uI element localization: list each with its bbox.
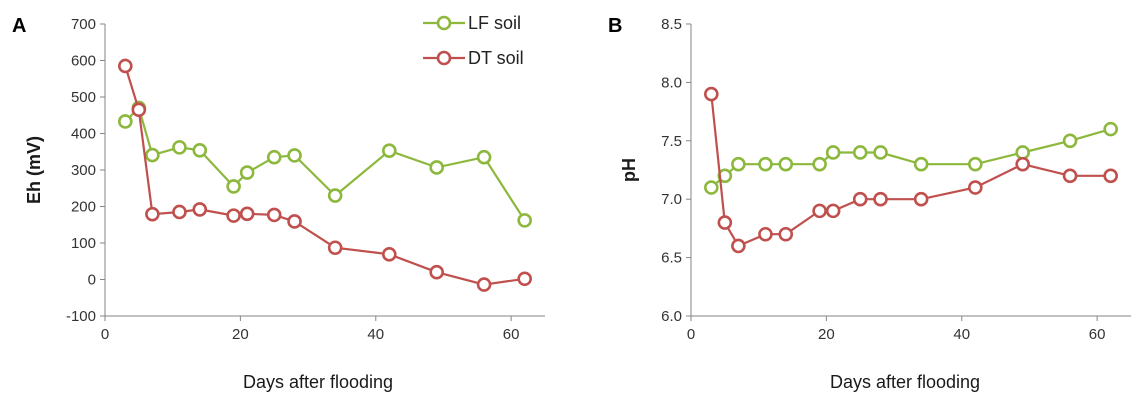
data-point-dt-soil (517, 271, 532, 287)
data-point-dt-soil (1062, 168, 1078, 184)
data-point-dt-soil (873, 191, 888, 207)
x-tick-label: 0 (687, 326, 695, 343)
y-axis-title-b: pH (619, 158, 639, 182)
y-tick-label: 7.5 (661, 133, 682, 150)
data-point-lf-soil (913, 156, 929, 172)
data-point-dt-soil (968, 180, 983, 195)
data-point-lf-soil (1062, 133, 1078, 149)
panel-a: A Days after flooding Eh (mV) LF soil DT … (12, 13, 545, 392)
legend-label-dt-soil: DT soil (468, 48, 524, 68)
data-point-lf-soil (968, 156, 983, 172)
data-point-lf-soil (825, 145, 841, 160)
data-point-dt-soil (118, 58, 133, 74)
data-point-dt-soil (704, 86, 719, 102)
x-tick-label: 60 (503, 326, 520, 343)
data-point-lf-soil (172, 140, 187, 155)
y-tick-label: 8.0 (661, 74, 682, 91)
data-point-dt-soil (226, 208, 241, 223)
data-point-lf-soil (476, 149, 492, 165)
x-tick-label: 0 (101, 326, 109, 343)
data-point-dt-soil (1015, 156, 1030, 172)
data-point-lf-soil (704, 180, 719, 195)
data-point-lf-soil (266, 149, 282, 165)
legend-a: LF soil DT soil (423, 13, 524, 68)
x-tick-label: 20 (818, 326, 835, 343)
data-point-dt-soil (131, 102, 147, 118)
x-tick-label: 20 (232, 326, 249, 343)
data-point-lf-soil (287, 148, 302, 163)
y-axis-title-a: Eh (mV) (24, 136, 44, 204)
data-point-lf-soil (517, 213, 532, 228)
y-tick-label: 6.0 (661, 308, 682, 325)
data-point-dt-soil (825, 203, 841, 219)
data-point-lf-soil (192, 142, 208, 158)
data-point-dt-soil (327, 240, 343, 256)
data-point-dt-soil (476, 277, 492, 292)
x-axis-title-b: Days after flooding (830, 372, 980, 392)
data-point-lf-soil (778, 156, 794, 172)
y-tick-label: 0 (88, 272, 96, 289)
legend-swatch-marker-dt-soil (436, 50, 452, 66)
y-tick-label: 600 (71, 53, 96, 70)
data-point-dt-soil (239, 206, 255, 222)
legend-swatch-marker-lf-soil (436, 15, 452, 31)
x-tick-label: 60 (1089, 326, 1106, 343)
y-tick-label: 6.5 (661, 250, 682, 267)
data-point-dt-soil (429, 264, 444, 280)
series-line-lf-soil (124, 105, 526, 221)
series-line-lf-soil (710, 128, 1112, 189)
data-point-dt-soil (145, 206, 160, 222)
y-tick-label: 300 (71, 162, 96, 179)
data-point-lf-soil (226, 179, 241, 194)
y-tick-label: 100 (71, 235, 96, 252)
y-tick-label: 500 (71, 89, 96, 106)
data-point-dt-soil (812, 203, 827, 219)
data-point-dt-soil (913, 191, 929, 207)
series-line-dt-soil (124, 65, 525, 286)
data-point-lf-soil (382, 143, 397, 158)
y-tick-label: 200 (71, 199, 96, 216)
y-tick-label: -100 (66, 308, 96, 325)
data-point-lf-soil (852, 145, 868, 160)
data-point-dt-soil (758, 226, 773, 242)
data-point-lf-soil (758, 156, 773, 172)
data-point-lf-soil (1015, 145, 1030, 160)
panel-b: B Days after flooding pH 6.0 6.5 7.0 7.5 8.0… (608, 15, 1131, 392)
x-tick-label: 40 (953, 326, 970, 343)
y-tick-label: 400 (71, 126, 96, 143)
data-point-dt-soil (287, 214, 302, 229)
x-axis-title-a: Days after flooding (243, 372, 393, 392)
y-tick-label: 8.5 (661, 16, 682, 33)
data-point-lf-soil (429, 160, 444, 175)
data-point-dt-soil (172, 204, 187, 220)
data-point-lf-soil (812, 156, 827, 172)
data-point-lf-soil (873, 145, 888, 160)
legend-label-lf-soil: LF soil (468, 13, 521, 33)
x-tick-label: 40 (367, 326, 384, 343)
y-tick-label: 700 (71, 16, 96, 33)
data-point-dt-soil (192, 202, 208, 217)
panel-label-b: B (608, 15, 622, 37)
data-point-lf-soil (118, 114, 133, 129)
data-point-dt-soil (382, 247, 397, 262)
series-line-dt-soil (710, 93, 1111, 248)
data-point-dt-soil (717, 215, 733, 230)
data-point-lf-soil (731, 156, 746, 172)
data-point-lf-soil (239, 165, 255, 180)
data-point-dt-soil (1103, 168, 1118, 184)
data-point-dt-soil (266, 207, 282, 223)
y-tick-label: 7.0 (661, 191, 682, 208)
panel-label-a: A (12, 15, 26, 37)
data-point-lf-soil (145, 147, 160, 163)
data-point-dt-soil (778, 226, 794, 242)
data-point-dt-soil (731, 238, 746, 254)
data-point-lf-soil (1103, 121, 1118, 137)
data-point-dt-soil (852, 191, 868, 207)
data-point-lf-soil (327, 188, 343, 203)
